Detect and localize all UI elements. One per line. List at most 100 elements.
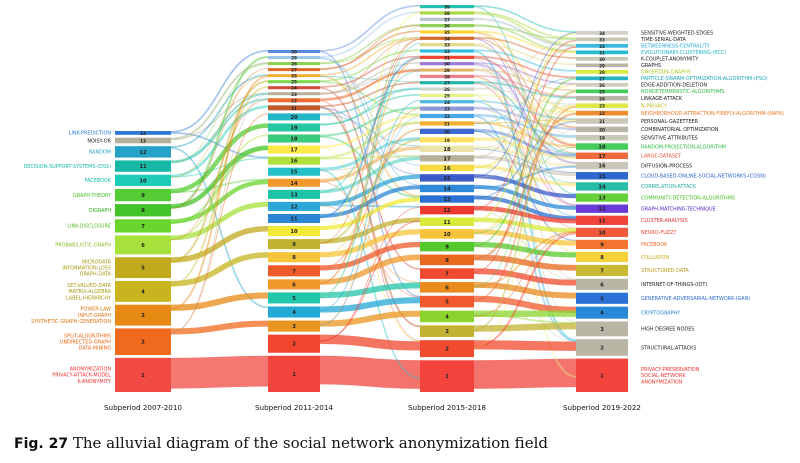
module-bar — [576, 172, 628, 180]
module-id: 5 — [600, 296, 604, 302]
alluvial-flow — [473, 205, 577, 224]
alluvial-flow — [473, 36, 577, 59]
module-bar — [576, 143, 628, 150]
module-bar — [268, 123, 320, 132]
module-id: 39 — [444, 5, 450, 10]
module-id: 9 — [292, 242, 296, 248]
alluvial-flow — [473, 44, 577, 146]
alluvial-flow — [170, 145, 269, 209]
module-keyword: DIGRAPH — [89, 208, 111, 214]
module-id: 2 — [445, 347, 449, 353]
alluvial-flow — [473, 184, 577, 210]
module-bar — [268, 68, 320, 72]
module-bar — [268, 145, 320, 154]
alluvial-flow — [319, 69, 421, 102]
module-id: 7 — [600, 268, 604, 274]
alluvial-flow — [170, 63, 269, 141]
alluvial-flow — [473, 75, 577, 207]
module-id: 16 — [443, 166, 451, 172]
module-keyword: GRAPH-MATCHING-TECHNIQUE — [641, 207, 716, 213]
alluvial-flow — [473, 100, 577, 120]
module-keyword: PROBABILISTIC-GRAPH — [55, 243, 111, 249]
module-bar — [420, 145, 474, 152]
alluvial-flow — [319, 25, 421, 298]
alluvial-flow — [319, 100, 421, 341]
alluvial-flow — [473, 37, 577, 128]
module-bar — [420, 254, 474, 266]
module-keyword: RANDOM — [89, 150, 111, 156]
module-id: 20 — [290, 115, 298, 121]
figure-caption-text: The alluvial diagram of the social netwo… — [72, 434, 548, 452]
module-bar — [576, 31, 628, 35]
alluvial-flow — [473, 45, 577, 136]
alluvial-flow — [319, 310, 421, 327]
module-bar — [576, 358, 628, 392]
module-keyword: DIFFUSION-PROCESS — [641, 163, 692, 169]
module-bar — [268, 134, 320, 143]
alluvial-flow — [319, 30, 421, 70]
module-bar — [420, 36, 474, 40]
alluvial-flow — [319, 116, 421, 326]
module-id: 19 — [444, 138, 450, 143]
alluvial-flow — [319, 129, 421, 270]
module-id: 3 — [292, 324, 296, 330]
module-keyword: SENSITIVE-ATTRIBUTES — [641, 136, 698, 142]
alluvial-flow — [170, 50, 269, 133]
subperiod-label: Subperiod 2011-2014 — [255, 403, 333, 412]
alluvial-flow — [170, 62, 269, 140]
alluvial-flow — [319, 57, 421, 167]
module-bar — [115, 146, 171, 158]
alluvial-flow — [319, 12, 421, 230]
module-bar — [268, 105, 320, 111]
alluvial-flow — [473, 49, 577, 72]
module-bar — [576, 215, 628, 225]
alluvial-flow — [473, 322, 577, 332]
alluvial-flow — [473, 63, 577, 164]
module-id: 33 — [599, 37, 605, 42]
module-keyword: HIGH DEGREE NODES — [641, 327, 694, 333]
alluvial-flow — [170, 292, 269, 311]
module-id: 5 — [445, 300, 449, 306]
alluvial-flow — [473, 87, 577, 106]
alluvial-flow — [319, 114, 421, 147]
module-bar — [420, 106, 474, 111]
figure-caption: Fig. 27 The alluvial diagram of the soci… — [14, 434, 794, 458]
alluvial-flow — [473, 32, 577, 178]
module-keyword: INPUT-GRAPH — [78, 313, 111, 319]
alluvial-flow — [473, 195, 577, 221]
module-bar — [576, 110, 628, 116]
alluvial-flow — [473, 106, 577, 301]
module-bar — [576, 278, 628, 290]
alluvial-flow — [170, 148, 269, 224]
alluvial-flow — [319, 107, 421, 175]
module-keyword: LINKAGE-ATTACK — [641, 96, 683, 102]
alluvial-flow — [473, 6, 577, 195]
module-bar — [576, 321, 628, 337]
alluvial-flow — [473, 62, 577, 85]
module-keyword: LARGE-DATASET — [641, 154, 681, 160]
module-id: 6 — [141, 243, 145, 249]
alluvial-flow — [319, 206, 421, 342]
alluvial-flow — [170, 226, 269, 263]
module-id: 28 — [444, 74, 450, 79]
module-bar — [420, 11, 474, 15]
module-bar — [268, 156, 320, 165]
alluvial-flow — [473, 131, 577, 184]
alluvial-flow — [319, 156, 421, 194]
alluvial-flow — [319, 297, 421, 313]
alluvial-flow — [319, 100, 421, 312]
module-bar — [420, 268, 474, 279]
module-keyword: INTERNET-OF-THINGS-(IOT) — [641, 282, 707, 288]
module-bar — [576, 56, 628, 61]
module-id: 8 — [445, 258, 449, 264]
alluvial-flow — [473, 105, 577, 169]
alluvial-modules: 1413121110987654321302928272625242322212… — [115, 5, 628, 392]
module-bar — [115, 131, 171, 135]
module-id: 17 — [598, 154, 606, 160]
module-id: 13 — [140, 138, 146, 143]
alluvial-flow — [473, 340, 577, 351]
module-id: 22 — [444, 114, 450, 119]
alluvial-flow — [170, 63, 269, 164]
module-keyword: COLLUSION — [641, 255, 669, 261]
module-keyword: RANDOM-PROJECTION-ALGORITHM — [641, 144, 726, 150]
